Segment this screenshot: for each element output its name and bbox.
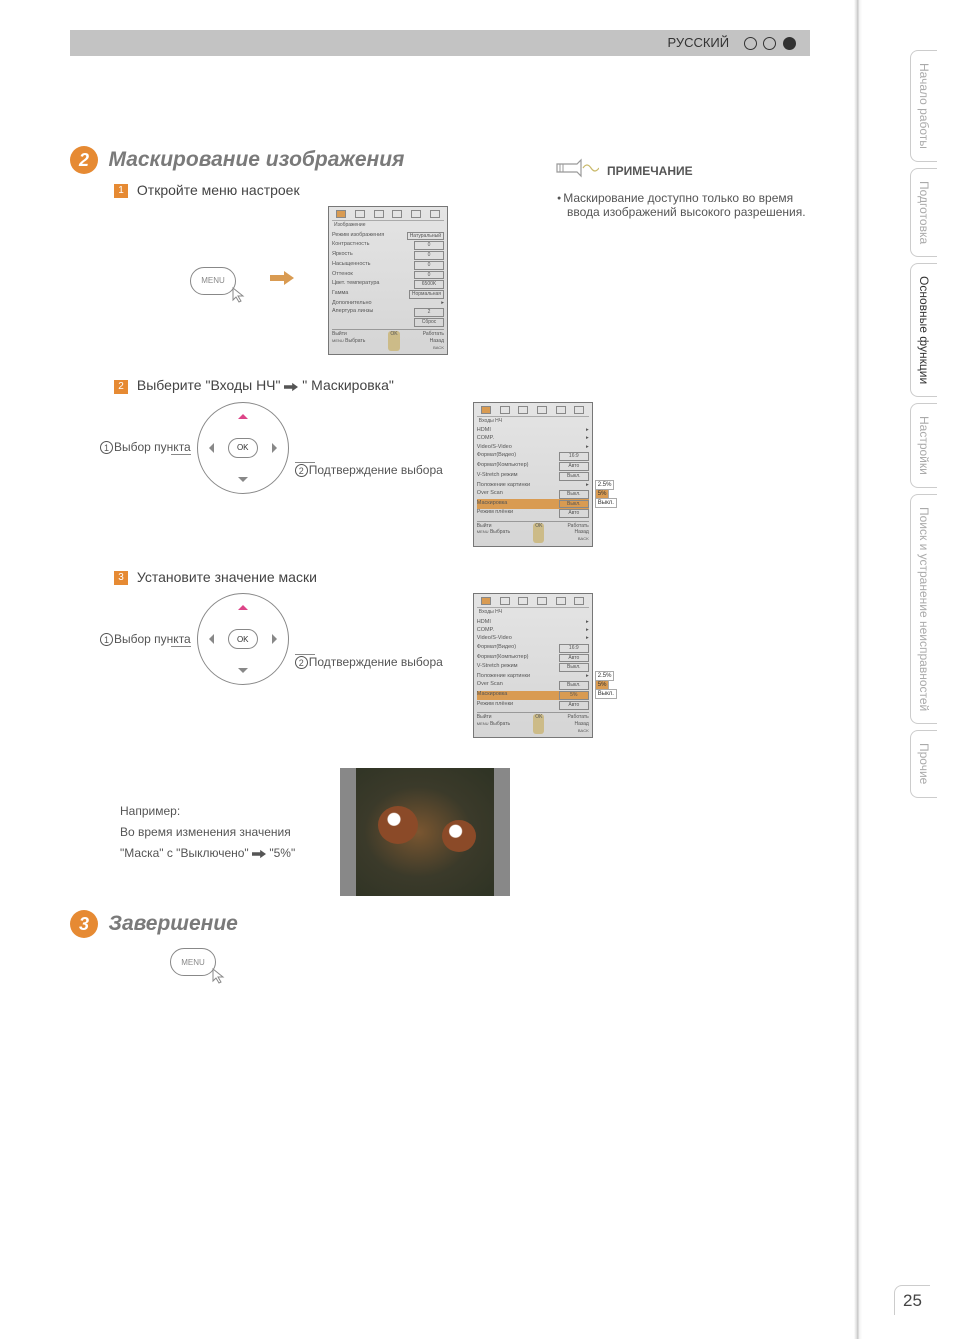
- example-heading: Например:: [120, 803, 320, 820]
- step-2-line: 2 Выберите "Входы НЧ" " Маскировка": [114, 377, 810, 393]
- panda-icon: [378, 806, 418, 844]
- pointer-2-label: 2Подтверждение выбора: [295, 654, 443, 669]
- cursor-icon: [231, 286, 249, 304]
- dpad-up-icon[interactable]: [238, 600, 248, 610]
- dot-icon: [763, 37, 776, 50]
- remote-dpad[interactable]: OK: [197, 402, 289, 494]
- ok-label: OK: [237, 443, 249, 452]
- step-badge: 3: [114, 571, 128, 585]
- header-bar: РУССКИЙ: [70, 30, 810, 56]
- note-heading: ПРИМЕЧАНИЕ: [607, 164, 693, 178]
- ok-label: OK: [237, 635, 249, 644]
- circled-2-icon: 2: [295, 656, 308, 669]
- osd-menu-inputs-5pct: Входы НЧHDMI▸COMP.▸Video/S-Video▸Формат(…: [473, 593, 593, 738]
- cursor-icon: [211, 967, 229, 985]
- header-dots: [741, 35, 796, 50]
- menu-button-label: MENU: [181, 958, 205, 967]
- step-2-text-a: Выберите "Входы НЧ": [137, 377, 281, 393]
- circled-2-icon: 2: [295, 464, 308, 477]
- step-badge: 1: [114, 184, 128, 198]
- arrow-right-icon: [284, 377, 298, 393]
- pointer-1-label: 1Выбор пункта: [100, 440, 191, 455]
- dot-icon: [744, 37, 757, 50]
- remote-ok-button[interactable]: OK: [228, 438, 258, 458]
- pointer-2-text: Подтверждение выбора: [309, 463, 443, 477]
- panda-icon: [442, 820, 476, 852]
- section-title: Завершение: [108, 912, 237, 935]
- dpad-down-icon[interactable]: [238, 668, 248, 678]
- dot-filled-icon: [783, 37, 796, 50]
- step-badge: 2: [114, 380, 128, 394]
- dpad-left-icon[interactable]: [204, 634, 214, 644]
- osd-menu-inputs: Входы НЧHDMI▸COMP.▸Video/S-Video▸Формат(…: [473, 402, 593, 547]
- circled-1-icon: 1: [100, 633, 113, 646]
- step-3-line: 3 Установите значение маски: [114, 569, 810, 585]
- arrow-right-icon: [252, 846, 266, 860]
- sidebar-tabs: Начало работы Подготовка Основные функции Н…: [910, 50, 950, 804]
- dpad-up-icon[interactable]: [238, 409, 248, 419]
- page-spine-shadow: [854, 0, 862, 1339]
- example-line1: Во время изменения значения: [120, 824, 320, 841]
- sidebar-tab[interactable]: Поиск и устранение неисправностей: [910, 494, 937, 724]
- example-text: Например: Во время изменения значения "М…: [120, 799, 320, 865]
- example-line2b: "5%": [269, 846, 295, 860]
- note-box: ПРИМЕЧАНИЕ Маскирование доступно только …: [555, 158, 815, 219]
- note-body: Маскирование доступно только во время вв…: [555, 191, 815, 219]
- pointer-2-text: Подтверждение выбора: [309, 655, 443, 669]
- note-icon: [555, 158, 599, 183]
- header-lang: РУССКИЙ: [667, 35, 729, 50]
- sidebar-tab[interactable]: Начало работы: [910, 50, 937, 162]
- example-line2: "Маска" с "Выключено" "5%": [120, 845, 320, 862]
- step-1-text: Откройте меню настроек: [137, 182, 300, 198]
- dpad-right-icon[interactable]: [272, 634, 282, 644]
- pointer-1-label: 1Выбор пункта: [100, 632, 191, 647]
- example-masked-image: [340, 768, 510, 896]
- dpad-right-icon[interactable]: [272, 443, 282, 453]
- remote-ok-button[interactable]: OK: [228, 629, 258, 649]
- section-number-badge: 2: [70, 146, 98, 174]
- example-line2a: "Маска" с "Выключено": [120, 846, 249, 860]
- dpad-down-icon[interactable]: [238, 477, 248, 487]
- osd-menu-image: ИзображениеРежим изображенияНатуральныйК…: [328, 206, 448, 355]
- arrow-right-icon: [262, 270, 302, 291]
- dpad-left-icon[interactable]: [204, 443, 214, 453]
- sidebar-tab[interactable]: Настройки: [910, 403, 937, 488]
- section-number-badge: 3: [70, 910, 98, 938]
- pointer-1-text: Выбор пункта: [114, 440, 191, 454]
- remote-menu-button[interactable]: MENU: [190, 267, 236, 295]
- sidebar-tab[interactable]: Основные функции: [910, 263, 937, 397]
- section-3-heading: 3 Завершение: [70, 910, 810, 938]
- sidebar-tab[interactable]: Подготовка: [910, 168, 937, 257]
- pointer-2-label: 2Подтверждение выбора: [295, 462, 443, 477]
- menu-button-label: MENU: [201, 276, 225, 285]
- sidebar-tab[interactable]: Прочие: [910, 730, 937, 797]
- remote-menu-button[interactable]: MENU: [170, 948, 216, 976]
- pointer-1-text: Выбор пункта: [114, 632, 191, 646]
- circled-1-icon: 1: [100, 441, 113, 454]
- step-3-text: Установите значение маски: [137, 569, 317, 585]
- step-2-text-b: " Маскировка": [302, 377, 394, 393]
- section-title: Маскирование изображения: [108, 148, 404, 171]
- page-number: 25: [894, 1285, 930, 1315]
- remote-dpad[interactable]: OK: [197, 593, 289, 685]
